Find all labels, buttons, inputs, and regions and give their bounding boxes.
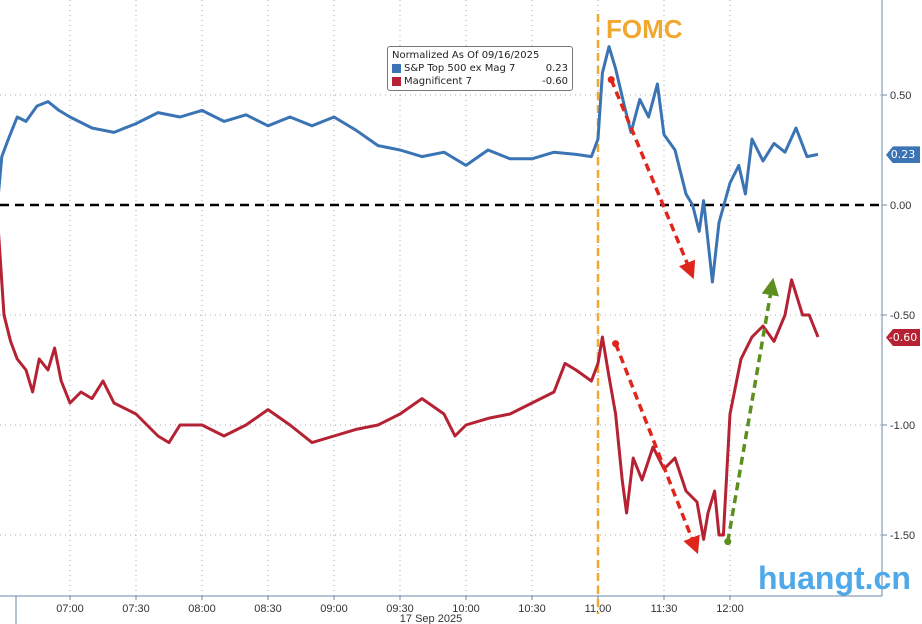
y-tick-label: -1.50 <box>890 530 915 542</box>
y-tick-label: 0.00 <box>890 200 911 212</box>
x-tick-label: 11:00 <box>585 603 612 615</box>
x-tick-label: 07:30 <box>122 603 150 615</box>
y-tick-label: -0.50 <box>890 310 915 322</box>
fomc-label: FOMC <box>606 14 683 44</box>
trend-arrow <box>726 277 779 542</box>
legend-item-mag7: Magnificent 7 -0.60 <box>392 75 568 88</box>
last-value-tag-mag7: -0.60 <box>886 329 920 346</box>
legend-swatch <box>392 77 401 86</box>
trend-arrow <box>613 342 700 555</box>
y-tick-label: -1.00 <box>890 420 915 432</box>
series-line-0 <box>0 45 819 284</box>
x-tick-label: 09:30 <box>386 603 414 615</box>
last-value-tag-sp: 0.23 <box>886 146 920 164</box>
x-tick-label: 12:00 <box>716 603 744 615</box>
x-axis-label: 17 Sep 2025 <box>400 613 462 624</box>
x-tick-label: 10:00 <box>452 603 480 615</box>
watermark: huangt.cn <box>758 560 911 596</box>
arrow-start-dot <box>724 538 732 546</box>
x-tick-label: 09:00 <box>320 603 348 615</box>
x-tick-label: 10:30 <box>518 603 546 615</box>
legend: Normalized As Of 09/16/2025 S&P Top 500 … <box>387 46 573 91</box>
x-tick-label: 11:30 <box>651 603 678 615</box>
x-tick-label: 07:00 <box>56 603 84 615</box>
x-tick-label: 08:00 <box>188 603 216 615</box>
y-tick-label: 0.50 <box>890 90 911 102</box>
series-line-1 <box>0 232 820 541</box>
legend-title: Normalized As Of 09/16/2025 <box>392 50 540 61</box>
legend-swatch <box>392 64 401 73</box>
x-tick-label: 08:30 <box>254 603 282 615</box>
trend-arrow <box>609 78 696 280</box>
arrow-start-dot <box>607 76 615 84</box>
arrow-start-dot <box>612 340 620 348</box>
legend-item-sp: S&P Top 500 ex Mag 7 0.23 <box>392 62 568 75</box>
